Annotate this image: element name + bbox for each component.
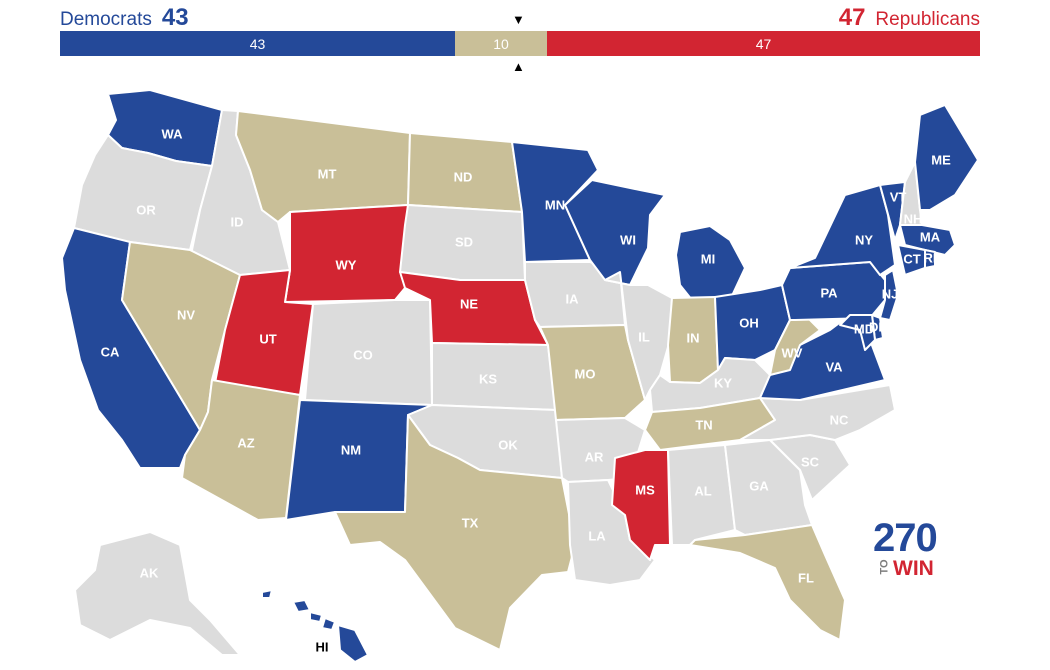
state-label-wv: WV: [782, 345, 803, 360]
state-label-va: VA: [825, 359, 843, 374]
state-label-sc: SC: [801, 454, 820, 469]
state-label-nj: NJ: [882, 286, 899, 301]
state-label-la: LA: [588, 528, 606, 543]
state-label-ia: IA: [566, 291, 580, 306]
state-label-or: OR: [136, 202, 156, 217]
state-label-oh: OH: [739, 315, 759, 330]
republicans-label: Republicans: [875, 9, 980, 30]
state-label-me: ME: [931, 152, 951, 167]
state-ut[interactable]: [214, 269, 314, 396]
state-label-ma: MA: [920, 229, 941, 244]
state-hi-island-1[interactable]: [261, 589, 273, 599]
state-label-mt: MT: [318, 166, 337, 181]
state-wi[interactable]: [564, 179, 666, 286]
state-ma[interactable]: [899, 224, 956, 256]
bar-republican-segment: 47: [547, 31, 980, 56]
state-label-vt: VT: [890, 189, 907, 204]
state-label-ga: GA: [749, 478, 769, 493]
state-label-ut: UT: [259, 331, 276, 346]
state-nc[interactable]: [739, 384, 896, 441]
state-label-nv: NV: [177, 307, 195, 322]
seat-balance-bar: 43 10 47: [60, 31, 980, 56]
state-label-tn: TN: [695, 417, 712, 432]
state-label-ny: NY: [855, 232, 873, 247]
state-hi-island-4[interactable]: [321, 617, 336, 631]
state-label-mi: MI: [701, 251, 715, 266]
state-label-ca: CA: [101, 344, 120, 359]
bar-tossup-segment: 10: [455, 31, 547, 56]
state-label-mn: MN: [545, 197, 565, 212]
270towin-logo: 270 TO WIN: [873, 518, 945, 582]
state-label-ks: KS: [479, 371, 497, 386]
state-ms[interactable]: [611, 449, 671, 561]
state-nj[interactable]: [879, 269, 899, 321]
state-hi-island-2[interactable]: [292, 599, 311, 613]
bar-democrat-segment: 43: [60, 31, 455, 56]
state-label-id: ID: [231, 214, 244, 229]
state-label-wy: WY: [336, 257, 357, 272]
state-label-mo: MO: [575, 366, 596, 381]
state-label-pa: PA: [820, 285, 838, 300]
state-label-wi: WI: [620, 232, 636, 247]
state-label-ne: NE: [460, 296, 478, 311]
logo-270: 270: [873, 516, 938, 560]
state-hi[interactable]: [337, 624, 369, 663]
triangle-up-icon: ▲: [512, 59, 525, 74]
democrats-label: Democrats: [60, 9, 152, 30]
state-me[interactable]: [914, 104, 979, 211]
state-label-ri: RI: [924, 250, 937, 265]
state-label-nc: NC: [830, 412, 849, 427]
democrats-count: 43: [161, 4, 189, 31]
logo-to: TO: [878, 559, 891, 575]
state-label-ok: OK: [498, 437, 518, 452]
state-label-ar: AR: [585, 449, 604, 464]
state-fl[interactable]: [689, 524, 846, 641]
republicans-count: 47: [838, 4, 866, 31]
state-wy[interactable]: [284, 204, 409, 303]
state-ak[interactable]: [74, 531, 241, 656]
state-tx[interactable]: [334, 414, 576, 651]
state-md[interactable]: [839, 314, 876, 351]
state-label-ct: CT: [903, 251, 920, 266]
state-label-nm: NM: [341, 442, 361, 457]
state-label-nh: NH: [904, 211, 923, 226]
state-ri[interactable]: [924, 249, 936, 269]
state-label-ms: MS: [635, 482, 655, 497]
state-label-tx: TX: [462, 515, 479, 530]
state-hi-island-3[interactable]: [309, 611, 323, 623]
state-label-hi: HI: [316, 639, 329, 654]
state-label-al: AL: [694, 483, 711, 498]
democrats-summary: Democrats 43: [60, 4, 189, 32]
state-label-ak: AK: [140, 565, 159, 580]
state-label-ky: KY: [714, 375, 732, 390]
state-label-sd: SD: [455, 234, 473, 249]
triangle-down-icon: ▼: [512, 12, 525, 27]
state-label-az: AZ: [237, 435, 254, 450]
state-ny[interactable]: [789, 184, 896, 276]
republicans-summary: 47 Republicans: [839, 4, 980, 32]
state-label-nd: ND: [454, 169, 473, 184]
state-label-de: DE: [869, 319, 887, 334]
state-label-co: CO: [353, 347, 373, 362]
logo-win: WIN: [893, 557, 934, 580]
state-label-in: IN: [687, 330, 700, 345]
state-label-wa: WA: [162, 126, 184, 141]
state-label-fl: FL: [798, 570, 814, 585]
state-mo[interactable]: [539, 324, 646, 421]
state-label-md: MD: [854, 321, 874, 336]
state-label-il: IL: [638, 329, 650, 344]
